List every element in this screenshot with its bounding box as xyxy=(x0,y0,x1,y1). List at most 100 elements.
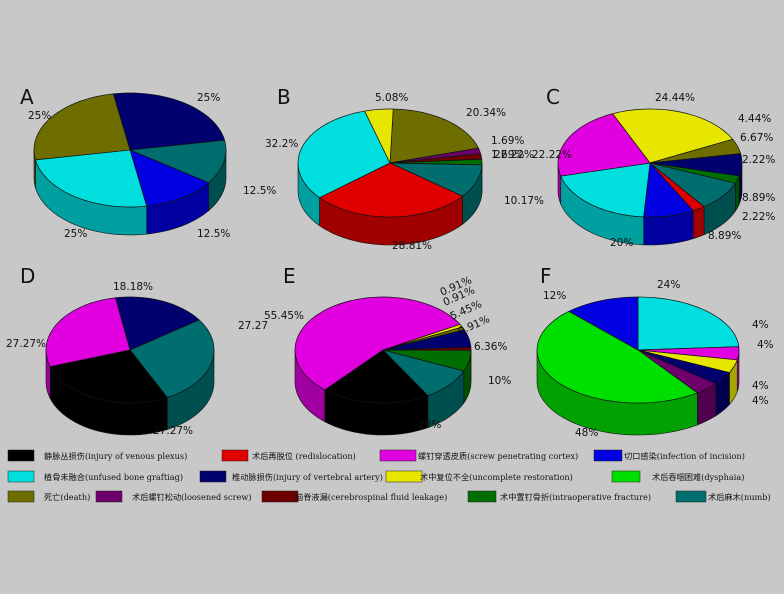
legend-swatch-dysphagia xyxy=(611,470,641,483)
legend-label-venous: 静脉丛损伤(injury of venous plexus) xyxy=(44,451,187,461)
legend-label-infection: 切口感染(infection of incision) xyxy=(624,451,745,461)
legend-label-screw_penetrating: 螺钉穿透皮质(screw penetrating cortex) xyxy=(418,451,578,461)
data-label: 25% xyxy=(64,228,87,240)
pie-slice-venous xyxy=(49,349,168,404)
pie-slice-screw_penetrating xyxy=(45,297,131,367)
pie-slice-redislocation xyxy=(318,162,464,218)
pie-chart-d: D 18.18% 27.27 27.27% 27.27% xyxy=(6,264,268,437)
legend-swatch-redislocation xyxy=(221,449,249,462)
pie-slice-unfused xyxy=(560,162,651,218)
pie-slice-fracture xyxy=(382,349,472,372)
panel-letter: A xyxy=(20,85,34,109)
legend-swatch-venous xyxy=(7,449,35,462)
pie-chart-f: F 24% 4% 4% 4% 4% 48% 12% xyxy=(536,264,774,439)
pie-slice-unfused xyxy=(34,149,148,208)
legend-label-redislocation: 术后再脱位 (redislocation) xyxy=(252,451,356,461)
data-label: 55.45% xyxy=(264,310,304,322)
panel-letter: F xyxy=(540,264,552,288)
data-label: 12% xyxy=(543,290,566,302)
data-label: 28.81% xyxy=(392,240,432,252)
data-label: 20% xyxy=(610,237,633,249)
pie-slice-screw_penetrating xyxy=(294,296,461,391)
legend-swatch-fracture xyxy=(467,490,497,503)
pie-chart-a: A 25%12.5%12.5%25%25% xyxy=(20,85,276,240)
data-label: 2.22% xyxy=(742,211,775,223)
legend: 静脉丛损伤(injury of venous plexus) 术后再脱位 (red… xyxy=(3,439,781,517)
data-label: 48% xyxy=(575,427,598,439)
pie-slice-uncomplete xyxy=(637,349,738,373)
pie-slice-numb xyxy=(389,162,483,197)
data-label: 25% xyxy=(28,110,51,122)
legend-label-fracture: 术中置钉骨折(intraoperative fracture) xyxy=(500,492,651,502)
pie-chart-c: C 24.44%4.44%6.67%2.22%8.89%2.22%8.89%20%… xyxy=(532,85,775,249)
data-label: 8.89% xyxy=(708,230,741,242)
pie-slice-infection xyxy=(568,296,639,351)
pie-side xyxy=(536,349,740,436)
pie-slice-numb xyxy=(649,162,736,208)
data-label: 10.17% xyxy=(504,195,544,207)
data-label: 4% xyxy=(752,395,769,407)
data-label: 22.22% xyxy=(532,149,572,161)
pie-slice-vertebral_artery xyxy=(114,296,200,351)
pie-charts: A 25%12.5%12.5%25%25%B20.34%1.69%1.69%22.… xyxy=(6,85,775,439)
pie-slice-uncomplete xyxy=(364,108,394,165)
data-label: 5.08% xyxy=(375,92,408,104)
pie-slice-death xyxy=(649,138,742,164)
pie-side xyxy=(294,349,472,436)
pie-slice-screw_penetrating xyxy=(557,113,651,177)
data-label: 6.36% xyxy=(474,341,507,353)
data-label: 8.89% xyxy=(742,192,775,204)
legend-label-csf: 脑脊液漏(cerebrospinal fluid leakage) xyxy=(295,492,447,502)
data-label: 6.67% xyxy=(740,132,773,144)
pie-slice-loosened xyxy=(637,349,717,394)
data-label: 27.27 xyxy=(238,320,268,332)
panel-letter: D xyxy=(20,264,35,288)
data-label: 2.22% xyxy=(742,154,775,166)
data-label: 20% xyxy=(418,419,441,431)
panel-letter: E xyxy=(283,264,296,288)
pie-slice-death xyxy=(33,93,131,161)
pie-slice-uncomplete xyxy=(611,108,734,164)
pie-slice-vertebral_artery xyxy=(112,92,226,151)
pie-slice-screw_penetrating xyxy=(637,346,740,361)
legend-label-vertebral_artery: 椎动脉损伤(injury of vertebral artery) xyxy=(232,472,383,482)
legend-swatch-infection xyxy=(593,449,623,462)
pie-slice-infection xyxy=(129,149,210,207)
pie-slice-dysphagia xyxy=(536,310,699,404)
legend-label-death: 死亡(death) xyxy=(44,492,90,502)
pie-slice-infection xyxy=(643,162,694,218)
data-label: 18.18% xyxy=(113,281,153,293)
legend-label-dysphagia: 术后吞咽困难(dysphaia) xyxy=(652,472,744,482)
pie-slice-vertebral_artery xyxy=(382,329,472,351)
data-label: 27.27% xyxy=(6,338,46,350)
pie-chart-e: E 0.91%0.91%5.45%0.91%6.36%10%20%55.45% xyxy=(264,264,511,436)
legend-label-uncomplete: 术中复位不全(uncomplete restoration) xyxy=(420,472,573,482)
pie-slice-unfused xyxy=(637,296,740,351)
data-label: 24% xyxy=(657,279,680,291)
pie-slice-vertebral_artery xyxy=(649,153,743,177)
legend-swatch-csf xyxy=(261,490,299,503)
data-label: 24.44% xyxy=(655,92,695,104)
pie-slice-unfused xyxy=(297,110,391,199)
legend-label-unfused: 植骨未融合(unfused bone graftiag) xyxy=(44,472,183,482)
panel-letter: B xyxy=(277,85,291,109)
data-label: 20.34% xyxy=(466,107,506,119)
data-label: 12.5% xyxy=(197,228,230,240)
data-label: 4.44% xyxy=(738,113,771,125)
pie-slice-venous xyxy=(324,349,429,404)
data-label: 4% xyxy=(752,380,769,392)
legend-label-loosened: 术后螺钉松动(loosened screw) xyxy=(132,492,252,502)
legend-swatch-loosened xyxy=(95,490,123,503)
legend-swatch-numb xyxy=(675,490,707,503)
data-label: 25% xyxy=(197,92,220,104)
data-label: 10% xyxy=(488,375,511,387)
data-label: 27.27% xyxy=(153,425,193,437)
data-label: 4% xyxy=(752,319,769,331)
data-label: 32.2% xyxy=(265,138,298,150)
pie-side-redislocation xyxy=(692,206,705,240)
legend-swatch-screw_penetrating xyxy=(379,449,417,462)
data-label: 1.69% xyxy=(491,149,524,161)
pie-slice-vertebral_artery xyxy=(637,349,731,385)
pie-slice-numb xyxy=(129,139,227,184)
